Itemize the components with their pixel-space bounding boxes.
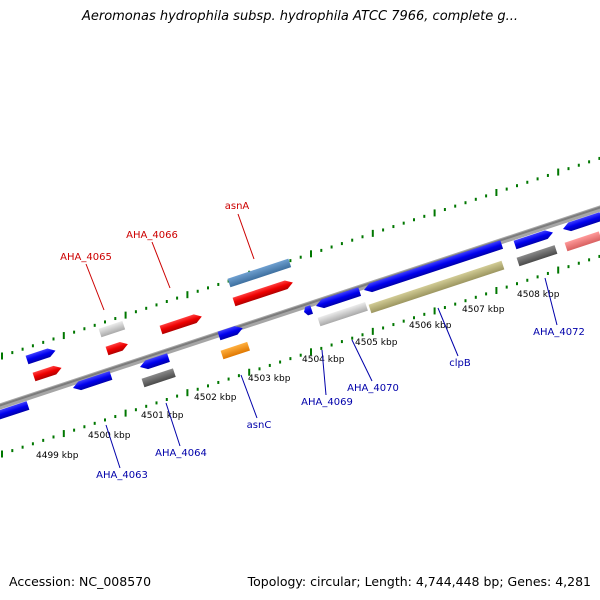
gene-arrow[interactable]: [232, 278, 295, 307]
gene-arrow[interactable]: [315, 287, 362, 310]
gene-arrow[interactable]: [159, 312, 204, 335]
gene-arrow[interactable]: [141, 368, 176, 388]
gene-label[interactable]: AHA_4065: [60, 252, 112, 263]
gene-label[interactable]: asnC: [247, 420, 272, 431]
callout-leader-line: [151, 241, 171, 289]
gene-arrow[interactable]: [516, 245, 558, 267]
gene-label[interactable]: AHA_4069: [301, 397, 353, 408]
chromosome-backbone: [0, 205, 600, 410]
callout-leader-line: [105, 424, 121, 469]
callout-leader-line: [240, 374, 258, 419]
gene-arrow[interactable]: [317, 302, 368, 327]
gene-label[interactable]: AHA_4072: [533, 327, 585, 338]
tick-label: 4508 kbp: [517, 290, 560, 300]
topology-text: Topology: circular; Length: 4,744,448 bp…: [247, 574, 591, 589]
tick-label: 4503 kbp: [248, 374, 291, 384]
tick-label: 4506 kbp: [409, 321, 452, 331]
callout-leader-line: [237, 213, 255, 260]
gene-callouts: asnA AHA_4066 AHA_4065 AHA_4063 AHA_4064 asnC…: [60, 201, 585, 481]
callout-leader-line: [437, 307, 459, 357]
gene-arrow[interactable]: [564, 231, 600, 252]
callout-leader-line: [165, 402, 181, 447]
tick-label: 4499 kbp: [36, 451, 79, 461]
gene-label[interactable]: AHA_4070: [347, 383, 399, 394]
upper-tick-track: [1, 156, 600, 360]
gene-arrow[interactable]: [220, 341, 250, 360]
gene-arrow[interactable]: [217, 324, 245, 341]
accession-text: Accession: NC_008570: [9, 574, 152, 589]
gene-arrow[interactable]: [105, 340, 130, 356]
gene-label[interactable]: AHA_4066: [126, 230, 178, 241]
gene-arrow[interactable]: [513, 228, 555, 250]
callout-leader-line: [85, 263, 105, 311]
map-title: Aeromonas hydrophila subsp. hydrophila A…: [81, 9, 519, 24]
gene-arrow[interactable]: [32, 364, 63, 382]
gene-label[interactable]: AHA_4064: [155, 448, 207, 459]
tick-label: 4505 kbp: [355, 338, 398, 348]
gene-arrow[interactable]: [227, 258, 292, 288]
gene-arrow[interactable]: [98, 320, 126, 338]
gene-arrow[interactable]: [562, 212, 600, 233]
gene-arrow[interactable]: [72, 371, 113, 392]
gene-arrow[interactable]: [303, 305, 314, 316]
lower-tick-track: [1, 254, 600, 458]
gene-features: [0, 212, 600, 422]
callout-leader-line: [351, 339, 373, 382]
callout-leader-line: [321, 349, 327, 396]
tick-label: 4502 kbp: [194, 393, 237, 403]
gene-arrow[interactable]: [139, 353, 170, 371]
tick-label: 4501 kbp: [141, 411, 184, 421]
gene-label[interactable]: clpB: [449, 358, 471, 369]
tick-label: 4507 kbp: [462, 305, 505, 315]
gene-label[interactable]: AHA_4063: [96, 470, 148, 481]
gene-label[interactable]: asnA: [225, 201, 250, 212]
callout-leader-line: [544, 277, 558, 326]
gene-arrow[interactable]: [368, 260, 505, 314]
gene-arrow[interactable]: [25, 346, 57, 365]
gene-arrow[interactable]: [0, 401, 30, 422]
gene-arrow[interactable]: [363, 240, 504, 294]
